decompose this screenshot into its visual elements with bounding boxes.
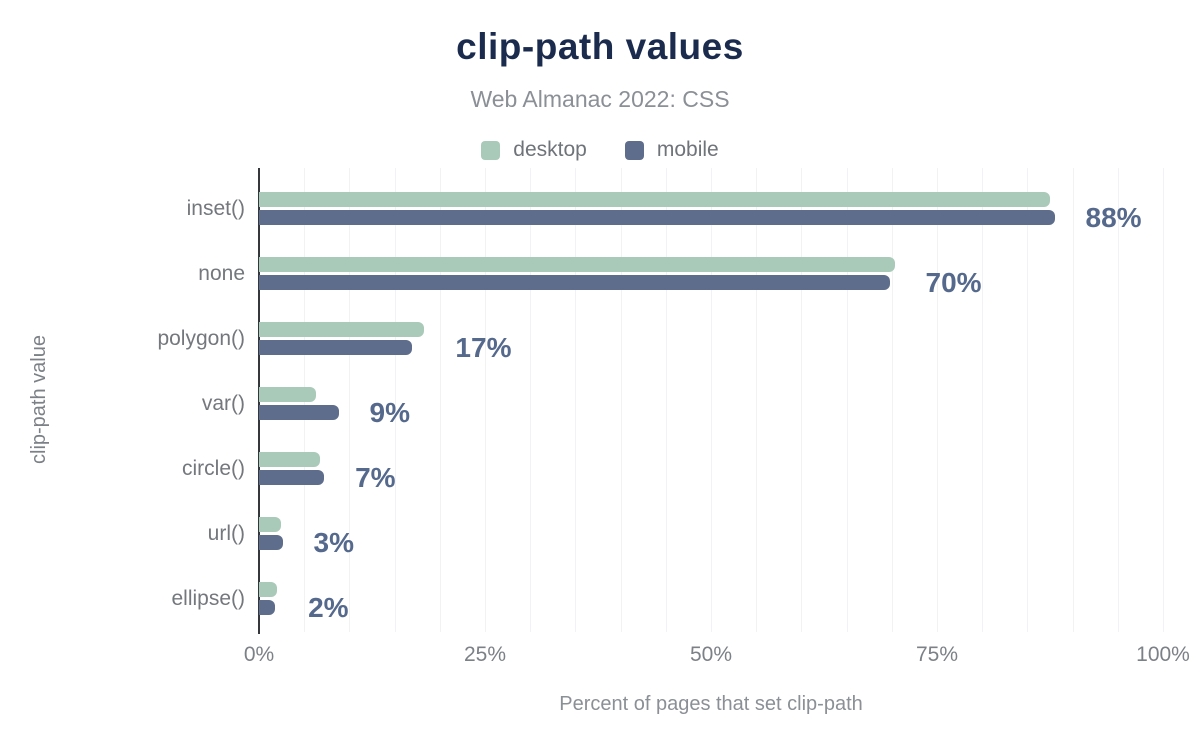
gridline: [1117, 168, 1119, 632]
bar-desktop: [259, 387, 316, 402]
category-label: none: [198, 261, 245, 285]
gridline: [620, 168, 622, 632]
x-tick-label: 100%: [1136, 643, 1190, 666]
x-tick-label: 50%: [689, 643, 733, 666]
legend-swatch-mobile: [624, 140, 644, 160]
x-tick-label: 0%: [243, 643, 275, 666]
bar-row-none: [259, 241, 1163, 306]
value-label: 9%: [369, 396, 411, 428]
bar-row-url: [259, 501, 1163, 566]
value-label: 17%: [455, 331, 512, 363]
value-label: 7%: [355, 461, 396, 493]
bar-mobile: [259, 210, 1055, 225]
bar-mobile: [259, 405, 339, 420]
gridline: [801, 168, 803, 632]
category-labels: inset() none polygon() var() circle() url() el…: [0, 176, 245, 631]
gridline: [665, 168, 667, 632]
legend-item-desktop[interactable]: desktop: [481, 138, 587, 162]
bar-row-inset: [259, 176, 1163, 241]
legend-swatch-desktop: [481, 140, 501, 160]
bar-row-ellipse: [259, 566, 1163, 631]
value-label: 88%: [1085, 201, 1142, 233]
category-label: url(): [207, 521, 245, 545]
value-label: 3%: [313, 526, 354, 558]
legend-label: desktop: [513, 138, 587, 161]
x-axis-title: Percent of pages that set clip-path: [559, 693, 863, 715]
bar-row-var: [259, 371, 1163, 436]
legend: desktop mobile: [0, 138, 1200, 162]
bar-mobile: [259, 470, 325, 485]
gridline: [1072, 168, 1074, 632]
value-label: 2%: [308, 591, 349, 623]
chart-title: clip-path values: [456, 26, 744, 67]
bar-desktop: [259, 192, 1050, 207]
category-label: ellipse(): [171, 586, 245, 610]
x-tick-label: 25%: [463, 643, 507, 666]
gridline: [1027, 168, 1029, 632]
gridline: [1163, 168, 1164, 632]
bar-desktop: [259, 452, 321, 467]
category-label: var(): [201, 391, 245, 415]
gridline: [846, 168, 848, 632]
bar-rows: [259, 176, 1163, 631]
gridline: [756, 168, 758, 632]
bar-desktop: [259, 257, 895, 272]
gridline: [394, 168, 396, 632]
bar-desktop: [259, 322, 425, 337]
gridline: [349, 168, 351, 632]
gridline: [439, 168, 441, 632]
category-label: inset(): [186, 196, 245, 220]
legend-item-mobile[interactable]: mobile: [624, 138, 719, 162]
bar-mobile: [259, 535, 283, 550]
bar-row-polygon: [259, 306, 1163, 371]
gridline: [485, 168, 486, 632]
chart-subtitle: Web Almanac 2022: CSS: [470, 86, 730, 112]
plot-area: [259, 168, 1164, 632]
gridline: [711, 168, 712, 632]
legend-label: mobile: [656, 138, 719, 161]
gridline: [575, 168, 577, 632]
gridline: [937, 168, 938, 632]
value-label: 70%: [925, 266, 982, 298]
bar-desktop: [259, 582, 278, 597]
bar-mobile: [259, 600, 276, 615]
gridline: [891, 168, 893, 632]
gridline: [530, 168, 532, 632]
bar-mobile: [259, 275, 890, 290]
bar-row-circle: [259, 436, 1163, 501]
category-label: circle(): [182, 456, 245, 480]
gridline: [982, 168, 984, 632]
bar-mobile: [259, 340, 412, 355]
bar-desktop: [259, 517, 281, 532]
category-label: polygon(): [157, 326, 245, 350]
x-tick-label: 75%: [915, 643, 959, 666]
